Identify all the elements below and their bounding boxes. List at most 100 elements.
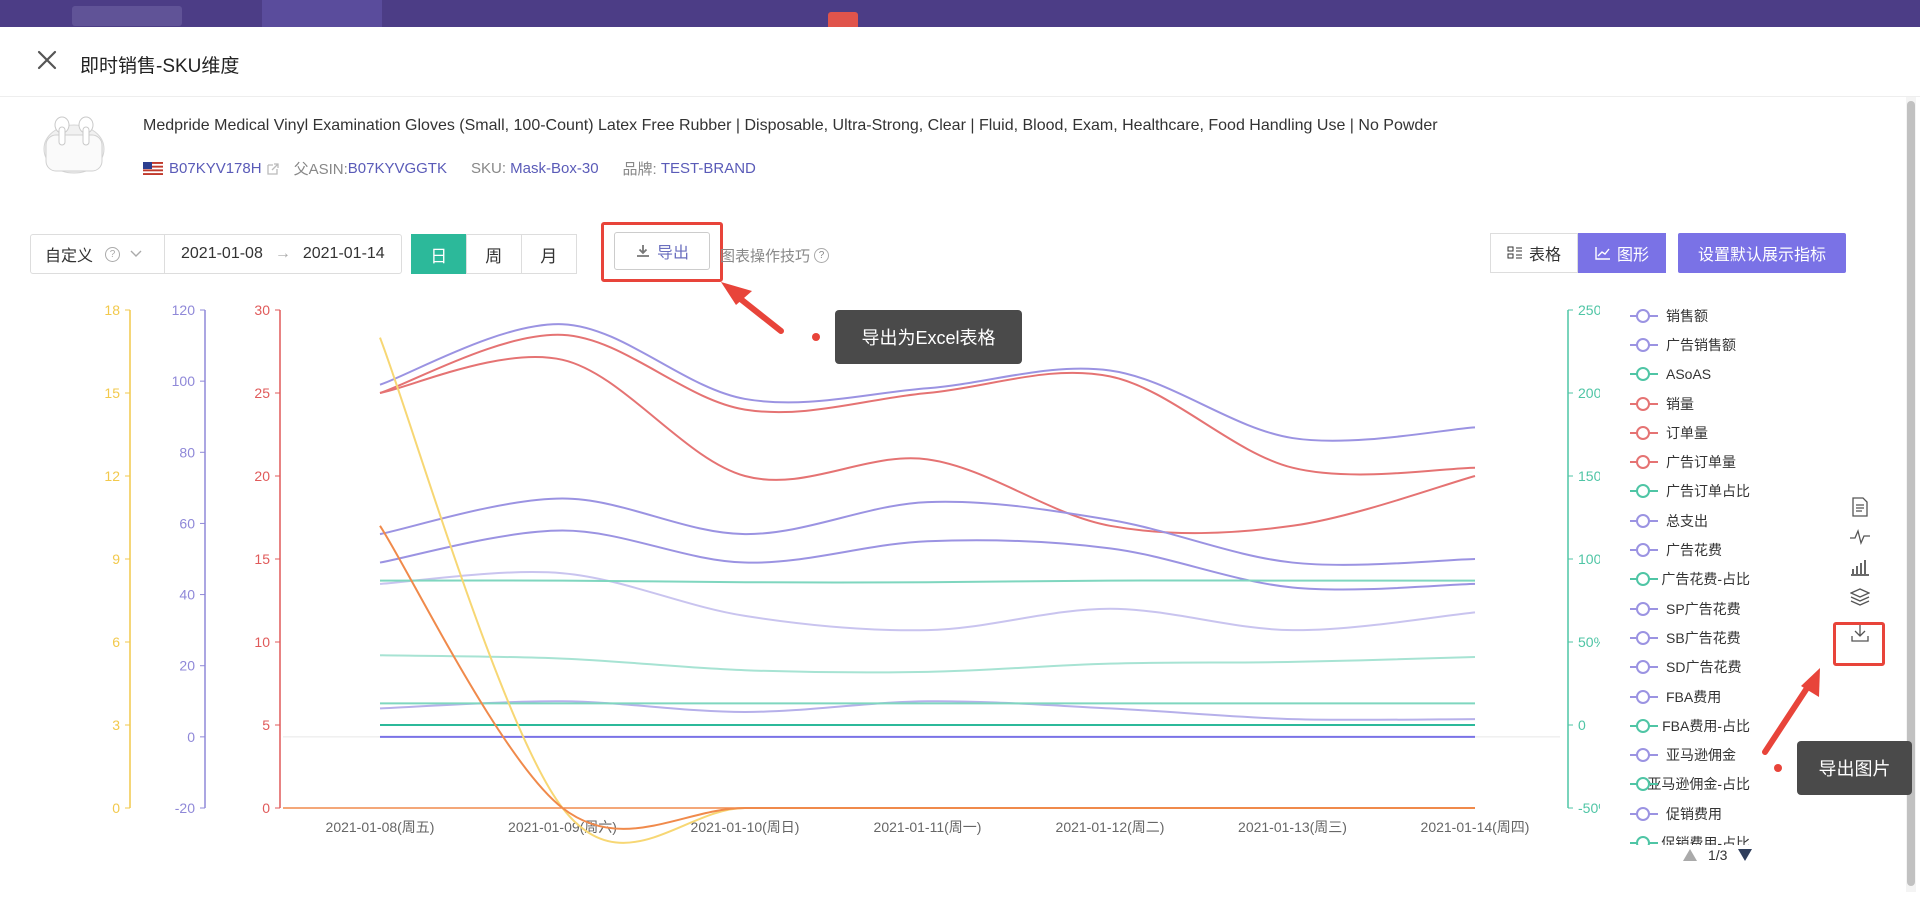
chart-view-label: 图形 xyxy=(1617,247,1650,264)
stack-icon[interactable] xyxy=(1846,582,1874,612)
sku-sales-modal: 即时销售-SKU维度 xyxy=(0,27,1920,902)
y-axis-tick-label: -20 xyxy=(175,800,195,816)
legend-item[interactable]: 亚马逊佣金-占比 xyxy=(1630,770,1750,799)
legend-item[interactable]: 广告花费 xyxy=(1630,535,1750,564)
chart-icon xyxy=(1595,247,1611,260)
legend-label: FBA费用-占比 xyxy=(1662,717,1750,734)
date-inputs[interactable]: 2021-01-08 → 2021-01-14 xyxy=(165,235,401,273)
modal-title: 即时销售-SKU维度 xyxy=(80,56,240,77)
legend-label: 广告订单占比 xyxy=(1666,483,1750,500)
legend-marker-icon xyxy=(1630,777,1658,792)
start-date-input[interactable]: 2021-01-08 xyxy=(181,245,263,262)
legend-label: 总支出 xyxy=(1666,512,1708,529)
legend-marker-icon xyxy=(1630,308,1658,323)
y-axis-tick-label: 0 xyxy=(187,729,195,745)
chart-view-button[interactable]: 图形 xyxy=(1578,233,1667,273)
legend-item[interactable]: 亚马逊佣金 xyxy=(1630,740,1750,769)
granularity-month[interactable]: 月 xyxy=(520,234,577,274)
modal-scrollbar[interactable] xyxy=(1906,97,1916,892)
y-axis-tick-label: -50% xyxy=(1578,800,1600,816)
annotation-dot xyxy=(1774,764,1782,772)
legend-item[interactable]: 广告销售额 xyxy=(1630,330,1750,359)
x-axis-tick-label: 2021-01-13(周三) xyxy=(1238,819,1347,835)
legend-item[interactable]: 总支出 xyxy=(1630,506,1750,535)
annotation-dot xyxy=(812,333,820,341)
chevron-down-icon xyxy=(130,250,142,257)
us-flag-icon xyxy=(143,162,163,175)
legend-item[interactable]: 广告订单量 xyxy=(1630,447,1750,476)
top-nav-tab[interactable] xyxy=(262,0,382,27)
legend-label: SB广告花费 xyxy=(1666,629,1741,646)
view-switch: 表格 图形 设置默认展示指标 xyxy=(1490,233,1847,273)
legend-label: FBA费用 xyxy=(1666,688,1722,705)
y-axis-tick-label: 40 xyxy=(179,587,195,603)
range-type-select[interactable]: 自定义 ? xyxy=(31,235,165,273)
close-icon[interactable] xyxy=(36,49,58,71)
series-line xyxy=(379,529,1476,591)
legend-marker-icon xyxy=(1630,572,1658,587)
granularity-day[interactable]: 日 xyxy=(410,234,467,274)
help-icon[interactable]: ? xyxy=(105,246,121,262)
legend-item[interactable]: 销量 xyxy=(1630,389,1750,418)
legend-label: 订单量 xyxy=(1666,424,1708,441)
asin-link[interactable]: B07KYV178H xyxy=(169,160,262,177)
legend-label: 广告花费-占比 xyxy=(1661,571,1750,588)
legend-item[interactable]: SB广告花费 xyxy=(1630,623,1750,652)
legend-label: ASoAS xyxy=(1666,366,1712,383)
export-tooltip: 导出为Excel表格 xyxy=(835,310,1022,364)
pager-down-icon[interactable] xyxy=(1737,848,1753,862)
bar-switch-icon[interactable] xyxy=(1846,552,1874,582)
end-date-input[interactable]: 2021-01-14 xyxy=(302,245,385,262)
table-view-button[interactable]: 表格 xyxy=(1490,233,1579,273)
modal-header: 即时销售-SKU维度 xyxy=(0,27,1920,97)
legend-item[interactable]: FBA费用 xyxy=(1630,682,1750,711)
legend-marker-icon xyxy=(1630,806,1658,821)
default-metrics-settings-button[interactable]: 设置默认展示指标 xyxy=(1678,233,1847,273)
legend-item[interactable]: FBA费用-占比 xyxy=(1630,711,1750,740)
table-view-label: 表格 xyxy=(1529,247,1562,264)
legend-item[interactable]: 订单量 xyxy=(1630,418,1750,447)
legend-item[interactable]: 广告花费-占比 xyxy=(1630,565,1750,594)
legend-item[interactable]: 促销费用 xyxy=(1630,799,1750,828)
range-type-label: 自定义 xyxy=(45,248,94,265)
legend-item[interactable]: SD广告花费 xyxy=(1630,653,1750,682)
series-line xyxy=(379,497,1476,566)
scrollbar-thumb[interactable] xyxy=(1907,101,1915,886)
export-button[interactable]: 导出 xyxy=(614,232,710,270)
legend-item[interactable]: SP广告花费 xyxy=(1630,594,1750,623)
pager-up-icon[interactable] xyxy=(1682,848,1698,862)
granularity-week[interactable]: 周 xyxy=(465,234,522,274)
chart-tips-link[interactable]: 图表操作技巧 ? xyxy=(720,245,830,266)
y-axis-tick-label: 0 xyxy=(112,800,120,816)
y-axis-tick-label: 200% xyxy=(1578,385,1600,401)
legend-item[interactable]: 促销费用-占比 xyxy=(1630,828,1750,845)
series-line xyxy=(379,571,1476,632)
x-axis-tick-label: 2021-01-12(周二) xyxy=(1056,819,1165,835)
legend-marker-icon xyxy=(1630,748,1658,763)
legend-item[interactable]: ASoAS xyxy=(1630,360,1750,389)
download-image-icon[interactable] xyxy=(1846,618,1874,648)
legend-label: 广告订单量 xyxy=(1666,454,1736,471)
date-range-picker[interactable]: 自定义 ? 2021-01-08 → 2021-01-14 xyxy=(30,234,402,274)
legend-item[interactable]: 销售额 xyxy=(1630,301,1750,330)
data-view-icon[interactable] xyxy=(1846,492,1874,522)
legend-label: 广告花费 xyxy=(1666,542,1722,559)
legend-marker-icon xyxy=(1630,543,1658,558)
line-switch-icon[interactable] xyxy=(1846,522,1874,552)
legend-item[interactable]: 广告订单占比 xyxy=(1630,477,1750,506)
y-axis-tick-label: 150% xyxy=(1578,468,1600,484)
legend-marker-icon xyxy=(1630,396,1658,411)
y-axis-tick-label: 80 xyxy=(179,444,195,460)
legend-label: 亚马逊佣金-占比 xyxy=(1647,776,1750,793)
y-axis-tick-label: 0 xyxy=(1578,717,1586,733)
sales-line-chart[interactable]: 1815129630120100806040200-20302520151050… xyxy=(0,290,1600,870)
export-label: 导出 xyxy=(656,245,689,262)
external-link-icon[interactable] xyxy=(266,162,280,176)
y-axis-tick-label: 9 xyxy=(112,551,120,567)
product-image xyxy=(43,116,105,174)
legend-marker-icon xyxy=(1630,484,1658,499)
legend-label: 促销费用 xyxy=(1666,805,1722,822)
parent-asin-link[interactable]: B07KYVGGTK xyxy=(347,160,447,177)
x-axis-tick-label: 2021-01-10(周日) xyxy=(691,819,800,835)
series-line xyxy=(379,333,1476,476)
